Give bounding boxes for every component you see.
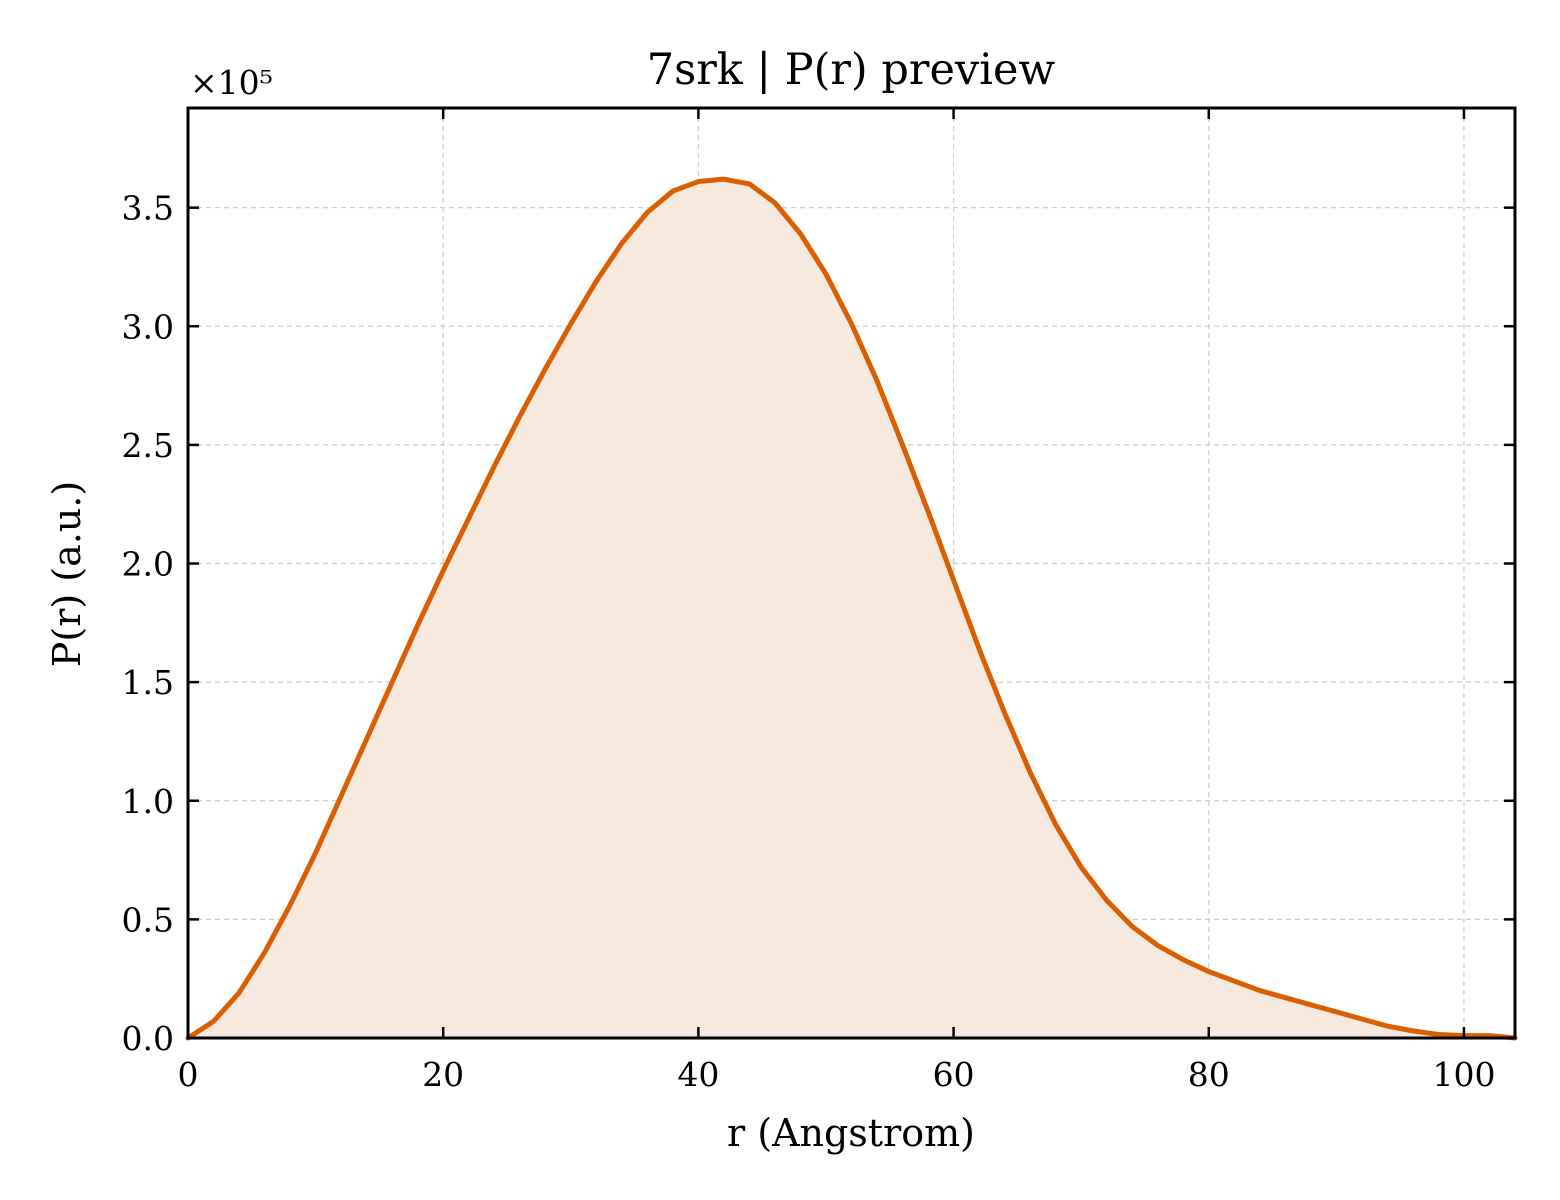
y-tick-label: 1.0 — [122, 782, 174, 821]
area-fill — [188, 179, 1515, 1039]
y-tick-label: 2.5 — [122, 426, 174, 465]
x-tick-label: 80 — [1188, 1055, 1230, 1094]
y-tick-label: 0.5 — [122, 900, 174, 939]
y-tick-label: 1.5 — [122, 663, 174, 702]
ticks: 0 20 40 60 80 100 0.0 0.5 1.0 1.5 2.0 2.5 3.0 3.5 — [122, 108, 1515, 1094]
x-tick-label: 20 — [422, 1055, 464, 1094]
y-axis-offset-label: ×10⁵ — [190, 63, 273, 102]
y-axis-label: P(r) (a.u.) — [45, 481, 89, 667]
y-tick-label: 2.0 — [122, 545, 174, 584]
y-tick-label: 3.5 — [122, 189, 174, 228]
chart-title: 7srk | P(r) preview — [647, 45, 1056, 95]
x-tick-label: 60 — [933, 1055, 975, 1094]
x-axis-label: r (Angstrom) — [727, 1111, 975, 1155]
y-tick-label: 3.0 — [122, 307, 174, 346]
y-tick-label: 0.0 — [122, 1019, 174, 1058]
plot-frame — [186, 106, 1517, 1040]
x-tick-label: 0 — [178, 1055, 199, 1094]
series-line — [185, 176, 1518, 1041]
x-tick-label: 100 — [1432, 1055, 1495, 1094]
x-tick-label: 40 — [677, 1055, 719, 1094]
